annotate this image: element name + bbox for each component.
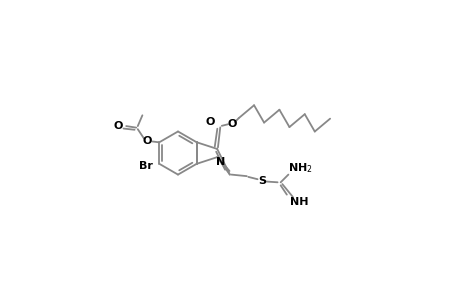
Text: O: O [113, 121, 123, 131]
Text: S: S [257, 176, 266, 186]
Text: NH$_2$: NH$_2$ [288, 161, 312, 175]
Text: O: O [142, 136, 151, 146]
Text: O: O [227, 118, 236, 128]
Text: Br: Br [139, 161, 153, 171]
Text: NH: NH [289, 197, 308, 207]
Text: O: O [205, 117, 214, 127]
Text: N: N [216, 157, 225, 167]
